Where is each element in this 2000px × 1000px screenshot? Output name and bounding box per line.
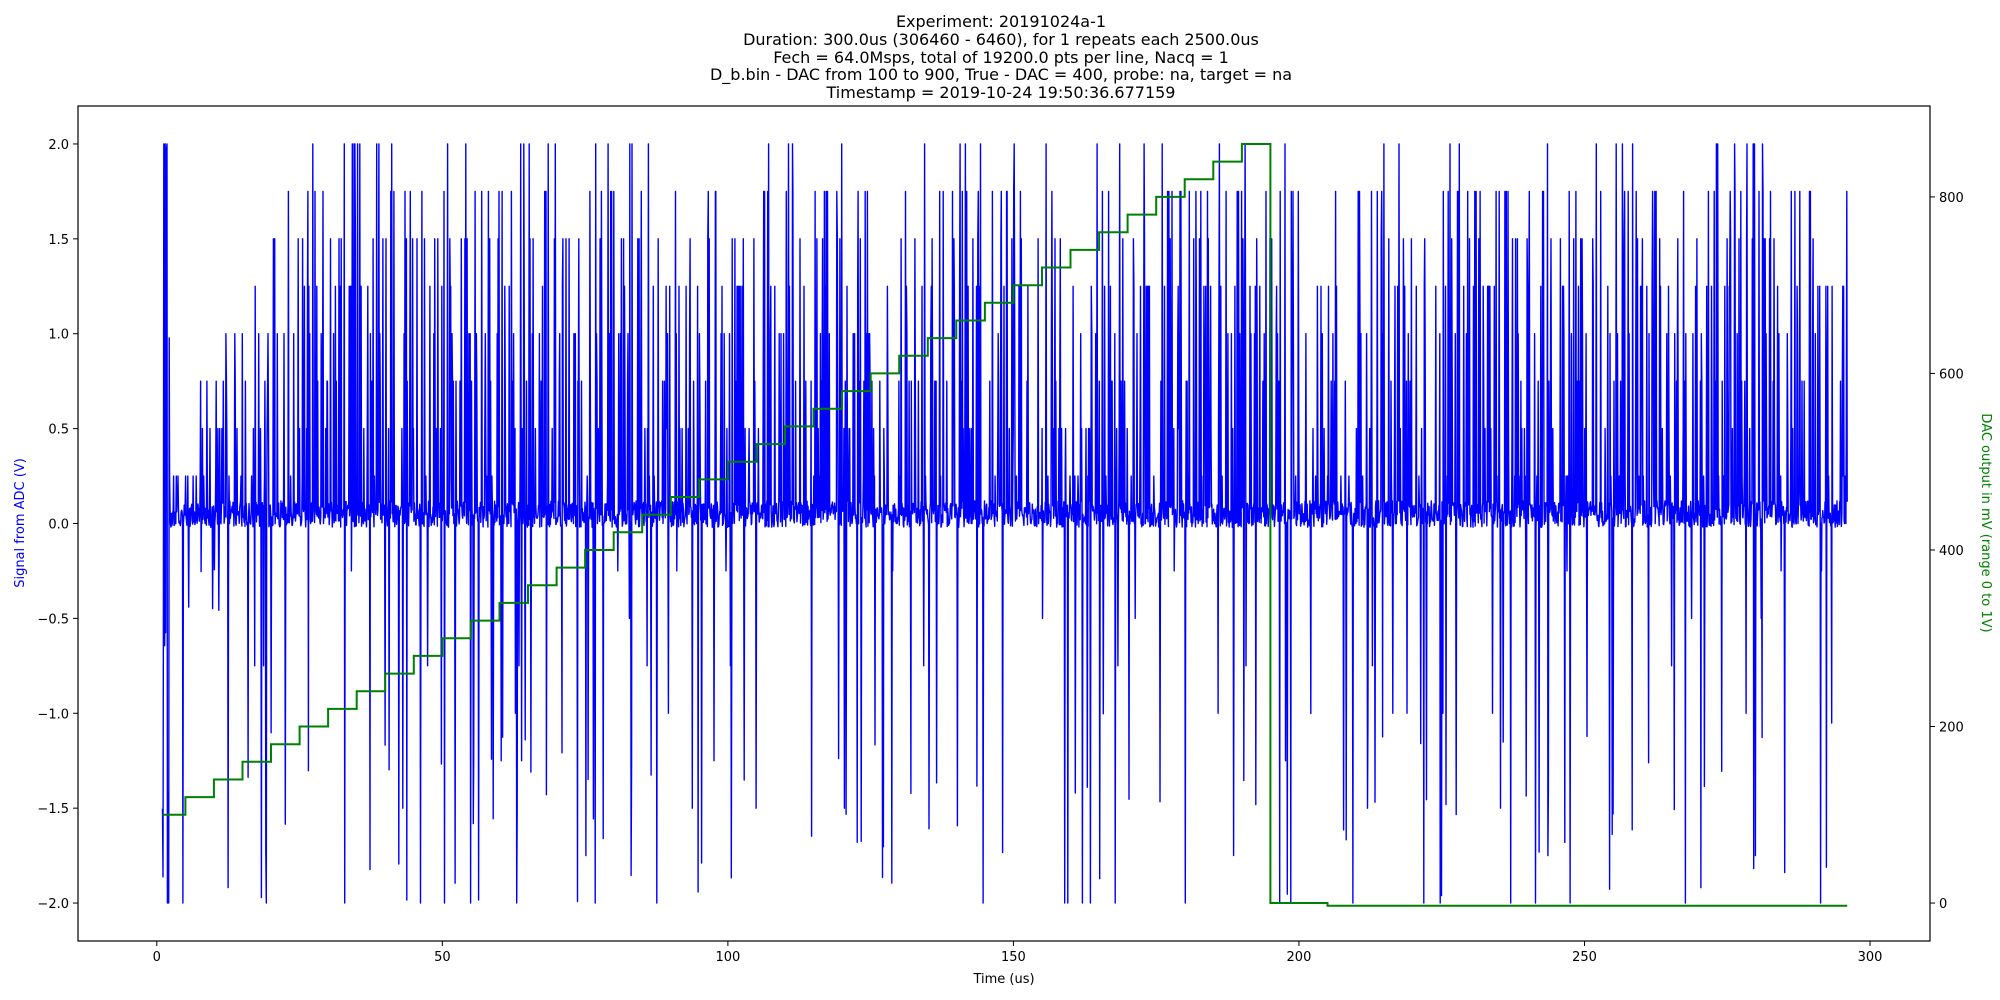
chart-title: Experiment: 20191024a-1 Duration: 300.0u… bbox=[710, 12, 1292, 102]
x-axis-ticks: 0 50 100 150 200 250 300 bbox=[153, 941, 1883, 965]
y-right-tick-label: 400 bbox=[1939, 544, 1964, 559]
title-line-1: Experiment: 20191024a-1 bbox=[896, 12, 1106, 31]
title-line-5: Timestamp = 2019-10-24 19:50:36.677159 bbox=[826, 83, 1176, 102]
series-dac-output bbox=[162, 143, 1848, 907]
y-axis-right-label: DAC output in mV (range 0 to 1V) bbox=[1978, 413, 1993, 632]
y-axis-left-label: Signal from ADC (V) bbox=[13, 458, 28, 588]
y-left-tick-label: 1.0 bbox=[48, 328, 69, 343]
x-tick-label: 300 bbox=[1858, 950, 1883, 965]
series-adc-signal bbox=[161, 143, 1848, 904]
y-right-tick-label: 800 bbox=[1939, 191, 1964, 206]
dac-output-line bbox=[162, 143, 1848, 907]
y-right-tick-label: 200 bbox=[1939, 721, 1964, 736]
y-axis-right-ticks: 0 200 400 600 800 bbox=[1930, 191, 1964, 912]
title-line-4: D_b.bin - DAC from 100 to 900, True - DA… bbox=[710, 65, 1292, 85]
x-tick-label: 0 bbox=[153, 950, 161, 965]
y-left-tick-label: 0.5 bbox=[48, 423, 69, 438]
title-line-3: Fech = 64.0Msps, total of 19200.0 pts pe… bbox=[773, 48, 1229, 67]
y-left-tick-label: 1.5 bbox=[48, 233, 69, 248]
y-axis-left-ticks: −2.0 −1.5 −1.0 −0.5 0.0 0.5 1.0 1.5 2.0 bbox=[37, 138, 78, 912]
x-tick-label: 150 bbox=[1001, 950, 1026, 965]
title-line-2: Duration: 300.0us (306460 - 6460), for 1… bbox=[743, 30, 1259, 49]
x-tick-label: 50 bbox=[434, 950, 451, 965]
x-axis-label: Time (us) bbox=[972, 972, 1034, 987]
x-tick-label: 200 bbox=[1287, 950, 1312, 965]
y-right-tick-label: 0 bbox=[1939, 897, 1947, 912]
adc-signal-line bbox=[161, 143, 1848, 904]
y-left-tick-label: −1.5 bbox=[37, 802, 69, 817]
y-right-tick-label: 600 bbox=[1939, 367, 1964, 382]
y-left-tick-label: 2.0 bbox=[48, 138, 69, 153]
y-left-tick-label: −1.0 bbox=[37, 707, 69, 722]
x-tick-label: 250 bbox=[1572, 950, 1597, 965]
plot-area bbox=[161, 143, 1848, 907]
y-left-tick-label: −0.5 bbox=[37, 612, 69, 627]
x-tick-label: 100 bbox=[715, 950, 740, 965]
y-left-tick-label: 0.0 bbox=[48, 518, 69, 533]
y-left-tick-label: −2.0 bbox=[37, 897, 69, 912]
